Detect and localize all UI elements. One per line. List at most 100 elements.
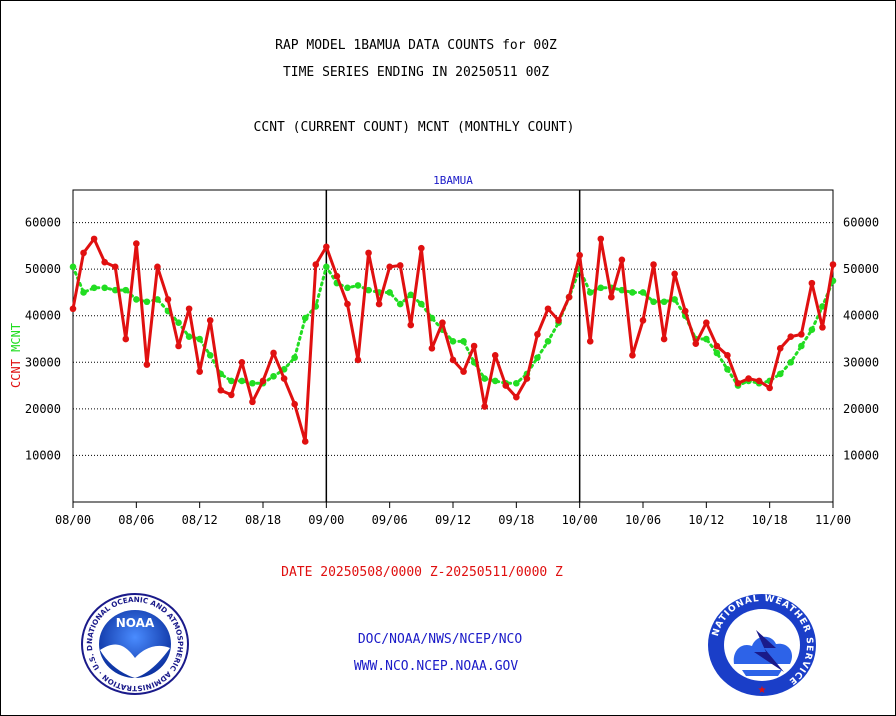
point-ccnt bbox=[681, 307, 689, 315]
point-mcnt bbox=[808, 326, 816, 334]
point-ccnt bbox=[69, 305, 77, 313]
x-tick-label: 10/00 bbox=[562, 513, 598, 527]
point-mcnt bbox=[228, 377, 235, 385]
point-ccnt bbox=[597, 235, 605, 243]
y-tick-label-left: 60000 bbox=[25, 216, 61, 230]
point-mcnt bbox=[544, 338, 552, 345]
point-mcnt bbox=[671, 296, 678, 303]
point-mcnt bbox=[418, 300, 425, 308]
y-tick-label-left: 40000 bbox=[25, 309, 61, 323]
y-tick-label-right: 10000 bbox=[843, 448, 879, 462]
point-ccnt bbox=[439, 319, 446, 327]
x-tick-label: 09/06 bbox=[372, 513, 408, 527]
point-ccnt bbox=[280, 375, 288, 382]
series-line-mcnt bbox=[71, 263, 835, 388]
point-ccnt bbox=[396, 262, 404, 269]
y-tick-label-right: 60000 bbox=[843, 216, 879, 230]
point-ccnt bbox=[787, 333, 795, 340]
point-ccnt bbox=[734, 379, 742, 387]
point-ccnt bbox=[259, 377, 267, 385]
x-tick-label: 08/12 bbox=[182, 513, 218, 527]
point-mcnt bbox=[143, 298, 151, 306]
x-tick-label: 08/00 bbox=[55, 513, 91, 527]
point-ccnt bbox=[629, 352, 636, 359]
point-mcnt bbox=[396, 300, 404, 308]
point-mcnt bbox=[69, 263, 77, 271]
point-mcnt bbox=[133, 296, 140, 303]
point-ccnt bbox=[418, 244, 425, 252]
chart-title-line1: RAP MODEL 1BAMUA DATA COUNTS for 00Z bbox=[275, 38, 557, 53]
point-ccnt bbox=[776, 345, 784, 352]
point-ccnt bbox=[217, 386, 225, 394]
point-ccnt bbox=[312, 261, 320, 268]
point-mcnt bbox=[365, 286, 372, 294]
point-ccnt bbox=[407, 321, 415, 329]
point-mcnt bbox=[534, 354, 541, 361]
point-ccnt bbox=[808, 279, 816, 287]
point-ccnt bbox=[375, 300, 383, 308]
point-mcnt bbox=[249, 379, 256, 387]
point-ccnt bbox=[650, 261, 657, 268]
point-ccnt bbox=[565, 293, 573, 301]
point-mcnt bbox=[154, 296, 161, 303]
point-mcnt bbox=[460, 338, 467, 345]
url-line: WWW.NCO.NCEP.NOAA.GOV bbox=[353, 659, 519, 674]
org-line: DOC/NOAA/NWS/NCEP/NCO bbox=[357, 632, 523, 647]
point-ccnt bbox=[491, 352, 499, 359]
point-mcnt bbox=[513, 379, 520, 387]
point-mcnt bbox=[206, 352, 214, 359]
svg-text:★: ★ bbox=[758, 685, 767, 696]
chart-title-line2: TIME SERIES ENDING IN 20250511 00Z bbox=[282, 65, 550, 80]
point-mcnt bbox=[586, 289, 594, 296]
noaa-logo: NATIONAL OCEANIC AND ATMOSPHERIC ADMINIS… bbox=[80, 592, 189, 695]
point-ccnt bbox=[618, 256, 626, 264]
point-ccnt bbox=[555, 317, 562, 324]
point-ccnt bbox=[745, 375, 752, 382]
point-ccnt bbox=[755, 377, 763, 385]
point-ccnt bbox=[206, 317, 214, 324]
point-ccnt bbox=[333, 272, 341, 280]
point-mcnt bbox=[270, 372, 277, 380]
point-ccnt bbox=[534, 331, 541, 338]
point-mcnt bbox=[323, 263, 330, 271]
point-ccnt bbox=[470, 342, 478, 350]
point-mcnt bbox=[618, 286, 626, 294]
point-ccnt bbox=[703, 319, 710, 327]
panel-label: 1BAMUA bbox=[433, 174, 473, 187]
point-mcnt bbox=[175, 319, 182, 327]
point-ccnt bbox=[829, 261, 837, 268]
point-ccnt bbox=[143, 361, 151, 368]
point-mcnt bbox=[238, 377, 246, 385]
point-ccnt bbox=[154, 263, 161, 271]
point-ccnt bbox=[111, 263, 119, 271]
point-ccnt bbox=[185, 305, 193, 313]
point-mcnt bbox=[650, 298, 657, 306]
point-ccnt bbox=[608, 293, 615, 301]
point-ccnt bbox=[671, 270, 678, 278]
x-tick-label: 10/18 bbox=[752, 513, 788, 527]
x-tick-label: 09/00 bbox=[308, 513, 344, 527]
y-tick-label-right: 40000 bbox=[843, 309, 879, 323]
point-ccnt bbox=[692, 340, 700, 347]
point-ccnt bbox=[819, 324, 826, 331]
legend-mcnt: MCNT bbox=[9, 323, 23, 352]
point-mcnt bbox=[481, 375, 488, 382]
legend-ccnt: CCNT bbox=[9, 352, 23, 388]
point-mcnt bbox=[819, 303, 826, 310]
point-mcnt bbox=[344, 284, 351, 292]
point-mcnt bbox=[798, 342, 805, 350]
point-ccnt bbox=[301, 438, 309, 445]
point-ccnt bbox=[544, 305, 552, 313]
point-mcnt bbox=[713, 349, 721, 357]
point-ccnt bbox=[502, 382, 510, 389]
y-tick-label-left: 10000 bbox=[25, 448, 61, 462]
point-ccnt bbox=[713, 342, 721, 350]
point-ccnt bbox=[639, 317, 647, 324]
point-ccnt bbox=[766, 384, 773, 392]
point-ccnt bbox=[365, 249, 372, 257]
x-tick-label: 09/18 bbox=[498, 513, 534, 527]
point-ccnt bbox=[238, 358, 246, 366]
point-ccnt bbox=[576, 251, 583, 259]
point-ccnt bbox=[460, 368, 467, 375]
point-mcnt bbox=[776, 370, 784, 378]
